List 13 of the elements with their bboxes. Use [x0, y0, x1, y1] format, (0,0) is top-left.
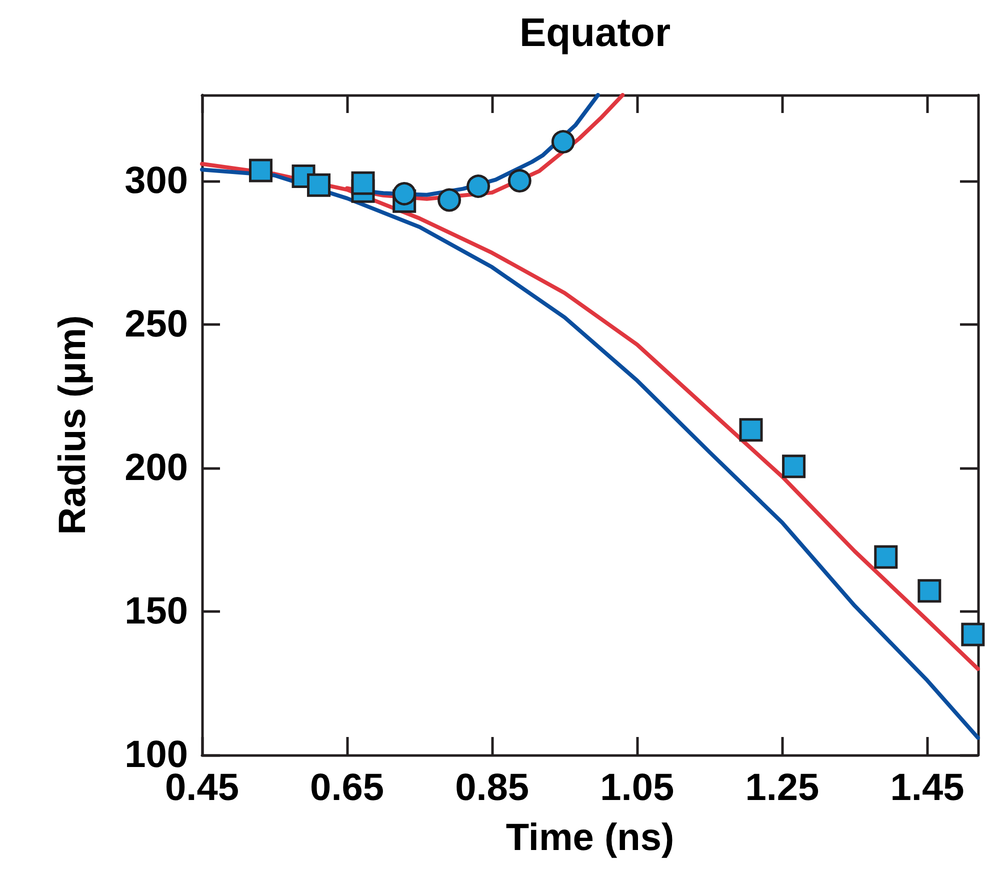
x-tick-label: 0.65	[310, 767, 384, 809]
x-tick-label: 1.05	[600, 767, 674, 809]
x-tick-label: 1.25	[745, 767, 820, 809]
x-tick-label: 0.45	[165, 767, 239, 809]
chart-title: Equator	[519, 11, 671, 55]
x-axis-title: Time (ns)	[506, 817, 674, 859]
y-axis-title: Radius (μm)	[52, 315, 94, 535]
x-tick-label: 0.85	[455, 767, 530, 809]
y-tick-label: 250	[124, 304, 188, 346]
x-tick-label: 1.45	[890, 767, 964, 809]
y-tick-label: 200	[124, 447, 188, 490]
y-tick-label: 300	[124, 160, 188, 202]
y-tick-label: 150	[124, 590, 188, 633]
